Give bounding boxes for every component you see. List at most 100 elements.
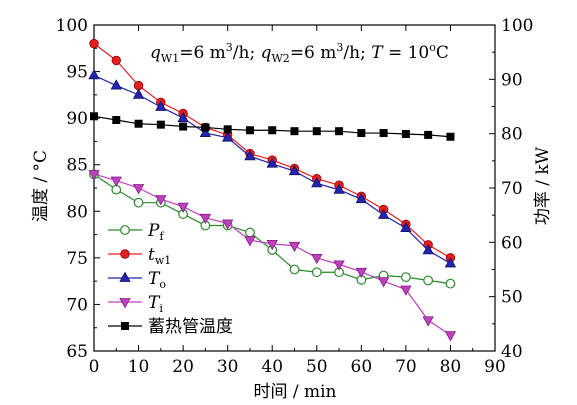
y-left-tick-label: 85	[66, 156, 88, 176]
data-point	[288, 164, 301, 176]
data-point	[288, 241, 301, 253]
x-tick-label: 70	[395, 357, 417, 377]
data-point	[422, 244, 434, 255]
y-axis-left-label: 温度 / °C	[31, 150, 51, 222]
data-point	[132, 184, 145, 195]
annotation-text: qW1=6 m3/h; qW2=6 m3/h; T = 10oC	[150, 41, 449, 65]
x-tick-label: 40	[261, 357, 283, 377]
data-point	[401, 129, 410, 138]
data-point	[424, 130, 433, 139]
data-point	[88, 170, 100, 181]
legend-marker	[120, 249, 130, 259]
legend-marker	[119, 271, 131, 282]
data-point	[333, 260, 345, 271]
data-point	[245, 126, 254, 135]
data-point	[266, 157, 278, 168]
data-point	[199, 126, 212, 137]
data-point	[290, 127, 299, 136]
series-2	[88, 68, 457, 268]
data-point	[244, 150, 256, 161]
data-point	[266, 239, 278, 251]
legend-label: 蓄热管温度	[148, 317, 233, 337]
y-right-tick-label: 60	[501, 233, 523, 253]
data-point	[132, 88, 145, 99]
legend-item: Ti	[108, 293, 163, 315]
data-point	[88, 68, 100, 80]
legend-label: Pf	[147, 221, 164, 243]
data-point	[156, 120, 165, 129]
data-point	[423, 275, 434, 286]
y-right-tick-label: 40	[501, 342, 523, 362]
y-left-tick-label: 100	[56, 16, 88, 36]
legend-item: tw1	[108, 245, 171, 267]
data-point	[221, 131, 234, 142]
legend-label: To	[148, 269, 166, 291]
y-left-tick-label: 65	[66, 342, 88, 362]
data-point	[311, 177, 323, 188]
data-point	[311, 267, 322, 278]
x-tick-label: 30	[217, 357, 239, 377]
y-left-tick-label: 75	[66, 249, 88, 269]
x-axis-label: 时间 / min	[253, 382, 336, 402]
data-point	[444, 331, 457, 342]
x-tick-label: 10	[128, 357, 150, 377]
data-point	[177, 202, 189, 213]
series-1	[89, 38, 456, 263]
data-point	[355, 267, 368, 279]
data-point	[446, 132, 455, 141]
data-point	[110, 176, 122, 187]
x-tick-label: 50	[306, 357, 328, 377]
y-right-tick-label: 70	[501, 179, 523, 199]
series-0	[89, 169, 456, 289]
legend-item: 蓄热管温度	[108, 317, 233, 337]
y-left-tick-label: 95	[66, 63, 88, 83]
data-point	[445, 278, 456, 289]
series-layer	[88, 38, 457, 342]
data-point	[89, 38, 99, 49]
data-point	[133, 197, 144, 208]
y-axis-right-label: 功率 / kW	[533, 146, 553, 225]
data-point	[400, 221, 412, 232]
x-tick-label: 60	[351, 357, 373, 377]
data-point	[377, 208, 390, 219]
legend-item: Pf	[108, 221, 164, 243]
data-point	[355, 192, 368, 204]
x-tick-label: 20	[172, 357, 194, 377]
legend-marker	[120, 225, 130, 235]
y-right-tick-label: 90	[501, 70, 523, 90]
data-point	[201, 123, 210, 132]
y-right-tick-label: 50	[501, 288, 523, 308]
y-left-tick-label: 80	[66, 202, 88, 222]
data-point	[90, 112, 98, 121]
data-point	[311, 253, 323, 265]
y-right-tick-label: 100	[501, 16, 533, 36]
data-point	[111, 55, 121, 66]
y-right-tick-label: 80	[501, 125, 523, 145]
data-point	[444, 257, 457, 268]
data-point	[134, 119, 143, 128]
data-point	[179, 122, 188, 131]
data-point	[112, 116, 121, 125]
series-4	[90, 112, 455, 141]
data-point	[245, 227, 255, 238]
data-point	[221, 219, 234, 230]
x-tick-label: 80	[440, 357, 462, 377]
data-point	[400, 272, 411, 283]
axes: 0 10 20 30 40 50 60 70 80 90 65 70 75 80 85 90 95 100 40 50…	[56, 16, 534, 377]
y-left-tick-label: 90	[66, 109, 88, 129]
x-tick-label: 90	[484, 357, 506, 377]
data-point	[177, 111, 189, 123]
legend-label: Ti	[148, 293, 163, 315]
data-point	[422, 316, 434, 327]
legend-marker	[119, 298, 131, 309]
data-point	[312, 127, 321, 136]
data-point	[400, 285, 412, 296]
data-point	[155, 100, 167, 111]
data-point	[155, 195, 167, 206]
data-point	[377, 277, 390, 288]
y-left-tick-label: 70	[66, 295, 88, 315]
data-point	[110, 79, 122, 90]
x-tick-label: 0	[89, 357, 100, 377]
data-point	[244, 236, 256, 247]
